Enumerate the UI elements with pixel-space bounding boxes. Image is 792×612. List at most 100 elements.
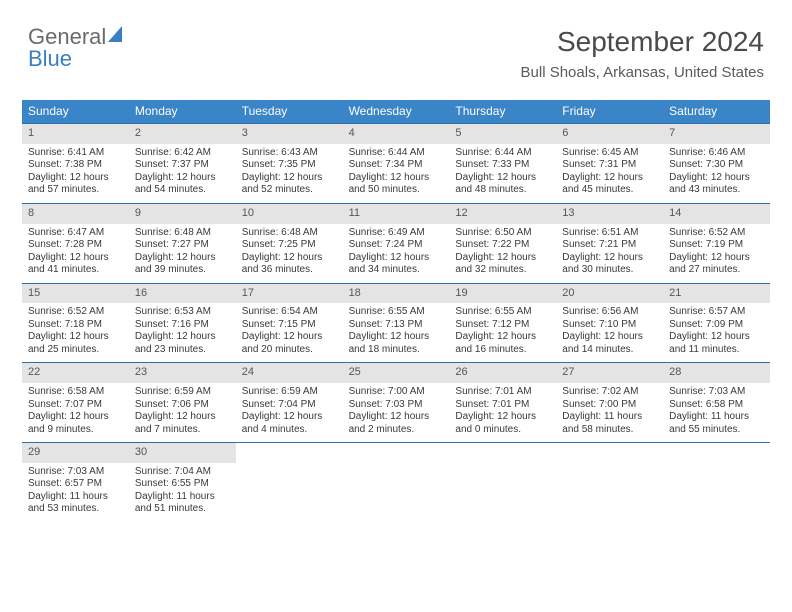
day-header-row: SundayMondayTuesdayWednesdayThursdayFrid…	[22, 100, 770, 123]
day-number: 5	[449, 124, 556, 144]
day-number: 22	[22, 363, 129, 383]
calendar-day	[449, 443, 556, 522]
day-number: 30	[129, 443, 236, 463]
day-details: Sunrise: 6:55 AMSunset: 7:13 PMDaylight:…	[343, 303, 450, 362]
calendar-day: 24Sunrise: 6:59 AMSunset: 7:04 PMDayligh…	[236, 363, 343, 442]
calendar-day: 18Sunrise: 6:55 AMSunset: 7:13 PMDayligh…	[343, 284, 450, 363]
day-details: Sunrise: 6:57 AMSunset: 7:09 PMDaylight:…	[663, 303, 770, 362]
day-number: 4	[343, 124, 450, 144]
day-details: Sunrise: 6:44 AMSunset: 7:33 PMDaylight:…	[449, 144, 556, 203]
day-number: 29	[22, 443, 129, 463]
calendar-day: 7Sunrise: 6:46 AMSunset: 7:30 PMDaylight…	[663, 124, 770, 203]
calendar-day: 13Sunrise: 6:51 AMSunset: 7:21 PMDayligh…	[556, 204, 663, 283]
calendar: SundayMondayTuesdayWednesdayThursdayFrid…	[22, 100, 770, 522]
day-header: Friday	[556, 100, 663, 123]
calendar-day: 25Sunrise: 7:00 AMSunset: 7:03 PMDayligh…	[343, 363, 450, 442]
day-number: 26	[449, 363, 556, 383]
day-number: 9	[129, 204, 236, 224]
day-details: Sunrise: 7:04 AMSunset: 6:55 PMDaylight:…	[129, 463, 236, 522]
calendar-day: 22Sunrise: 6:58 AMSunset: 7:07 PMDayligh…	[22, 363, 129, 442]
day-details: Sunrise: 6:48 AMSunset: 7:25 PMDaylight:…	[236, 224, 343, 283]
calendar-day	[343, 443, 450, 522]
day-header: Saturday	[663, 100, 770, 123]
calendar-day: 29Sunrise: 7:03 AMSunset: 6:57 PMDayligh…	[22, 443, 129, 522]
calendar-day: 21Sunrise: 6:57 AMSunset: 7:09 PMDayligh…	[663, 284, 770, 363]
calendar-day: 17Sunrise: 6:54 AMSunset: 7:15 PMDayligh…	[236, 284, 343, 363]
day-details: Sunrise: 6:44 AMSunset: 7:34 PMDaylight:…	[343, 144, 450, 203]
day-details: Sunrise: 6:50 AMSunset: 7:22 PMDaylight:…	[449, 224, 556, 283]
day-details: Sunrise: 7:03 AMSunset: 6:58 PMDaylight:…	[663, 383, 770, 442]
calendar-day: 9Sunrise: 6:48 AMSunset: 7:27 PMDaylight…	[129, 204, 236, 283]
day-details: Sunrise: 6:51 AMSunset: 7:21 PMDaylight:…	[556, 224, 663, 283]
calendar-day: 28Sunrise: 7:03 AMSunset: 6:58 PMDayligh…	[663, 363, 770, 442]
day-details: Sunrise: 6:56 AMSunset: 7:10 PMDaylight:…	[556, 303, 663, 362]
calendar-day: 12Sunrise: 6:50 AMSunset: 7:22 PMDayligh…	[449, 204, 556, 283]
calendar-week: 1Sunrise: 6:41 AMSunset: 7:38 PMDaylight…	[22, 123, 770, 203]
day-number: 28	[663, 363, 770, 383]
title-block: September 2024 Bull Shoals, Arkansas, Un…	[521, 26, 764, 81]
calendar-day	[236, 443, 343, 522]
day-number: 6	[556, 124, 663, 144]
location-subtitle: Bull Shoals, Arkansas, United States	[521, 64, 764, 81]
calendar-week: 22Sunrise: 6:58 AMSunset: 7:07 PMDayligh…	[22, 362, 770, 442]
day-details: Sunrise: 7:02 AMSunset: 7:00 PMDaylight:…	[556, 383, 663, 442]
day-number: 17	[236, 284, 343, 304]
day-details: Sunrise: 6:59 AMSunset: 7:06 PMDaylight:…	[129, 383, 236, 442]
calendar-day	[556, 443, 663, 522]
calendar-day: 27Sunrise: 7:02 AMSunset: 7:00 PMDayligh…	[556, 363, 663, 442]
day-number: 11	[343, 204, 450, 224]
calendar-day: 5Sunrise: 6:44 AMSunset: 7:33 PMDaylight…	[449, 124, 556, 203]
day-number: 21	[663, 284, 770, 304]
day-details: Sunrise: 7:01 AMSunset: 7:01 PMDaylight:…	[449, 383, 556, 442]
day-header: Sunday	[22, 100, 129, 123]
day-number: 27	[556, 363, 663, 383]
day-number: 16	[129, 284, 236, 304]
calendar-day: 14Sunrise: 6:52 AMSunset: 7:19 PMDayligh…	[663, 204, 770, 283]
day-details: Sunrise: 6:41 AMSunset: 7:38 PMDaylight:…	[22, 144, 129, 203]
calendar-week: 8Sunrise: 6:47 AMSunset: 7:28 PMDaylight…	[22, 203, 770, 283]
day-number: 19	[449, 284, 556, 304]
day-details: Sunrise: 6:52 AMSunset: 7:19 PMDaylight:…	[663, 224, 770, 283]
calendar-day: 20Sunrise: 6:56 AMSunset: 7:10 PMDayligh…	[556, 284, 663, 363]
day-details: Sunrise: 6:43 AMSunset: 7:35 PMDaylight:…	[236, 144, 343, 203]
day-details: Sunrise: 6:52 AMSunset: 7:18 PMDaylight:…	[22, 303, 129, 362]
calendar-day: 1Sunrise: 6:41 AMSunset: 7:38 PMDaylight…	[22, 124, 129, 203]
day-details: Sunrise: 7:03 AMSunset: 6:57 PMDaylight:…	[22, 463, 129, 522]
day-number: 24	[236, 363, 343, 383]
logo: General Blue	[28, 26, 126, 70]
calendar-day: 16Sunrise: 6:53 AMSunset: 7:16 PMDayligh…	[129, 284, 236, 363]
calendar-day	[663, 443, 770, 522]
day-header: Monday	[129, 100, 236, 123]
calendar-day: 8Sunrise: 6:47 AMSunset: 7:28 PMDaylight…	[22, 204, 129, 283]
day-number: 8	[22, 204, 129, 224]
calendar-day: 30Sunrise: 7:04 AMSunset: 6:55 PMDayligh…	[129, 443, 236, 522]
day-number: 14	[663, 204, 770, 224]
day-header: Thursday	[449, 100, 556, 123]
day-number: 10	[236, 204, 343, 224]
calendar-day: 10Sunrise: 6:48 AMSunset: 7:25 PMDayligh…	[236, 204, 343, 283]
day-number: 15	[22, 284, 129, 304]
calendar-day: 19Sunrise: 6:55 AMSunset: 7:12 PMDayligh…	[449, 284, 556, 363]
day-number: 23	[129, 363, 236, 383]
day-number: 3	[236, 124, 343, 144]
day-number: 25	[343, 363, 450, 383]
calendar-day: 23Sunrise: 6:59 AMSunset: 7:06 PMDayligh…	[129, 363, 236, 442]
calendar-week: 29Sunrise: 7:03 AMSunset: 6:57 PMDayligh…	[22, 442, 770, 522]
day-details: Sunrise: 7:00 AMSunset: 7:03 PMDaylight:…	[343, 383, 450, 442]
day-details: Sunrise: 6:54 AMSunset: 7:15 PMDaylight:…	[236, 303, 343, 362]
day-number: 1	[22, 124, 129, 144]
day-details: Sunrise: 6:45 AMSunset: 7:31 PMDaylight:…	[556, 144, 663, 203]
logo-text-b: Blue	[28, 46, 72, 71]
day-number: 2	[129, 124, 236, 144]
calendar-week: 15Sunrise: 6:52 AMSunset: 7:18 PMDayligh…	[22, 283, 770, 363]
logo-sail-icon	[108, 26, 126, 42]
calendar-day: 11Sunrise: 6:49 AMSunset: 7:24 PMDayligh…	[343, 204, 450, 283]
calendar-day: 26Sunrise: 7:01 AMSunset: 7:01 PMDayligh…	[449, 363, 556, 442]
day-details: Sunrise: 6:55 AMSunset: 7:12 PMDaylight:…	[449, 303, 556, 362]
calendar-day: 15Sunrise: 6:52 AMSunset: 7:18 PMDayligh…	[22, 284, 129, 363]
day-details: Sunrise: 6:47 AMSunset: 7:28 PMDaylight:…	[22, 224, 129, 283]
day-header: Wednesday	[343, 100, 450, 123]
day-header: Tuesday	[236, 100, 343, 123]
calendar-body: 1Sunrise: 6:41 AMSunset: 7:38 PMDaylight…	[22, 123, 770, 522]
calendar-day: 2Sunrise: 6:42 AMSunset: 7:37 PMDaylight…	[129, 124, 236, 203]
